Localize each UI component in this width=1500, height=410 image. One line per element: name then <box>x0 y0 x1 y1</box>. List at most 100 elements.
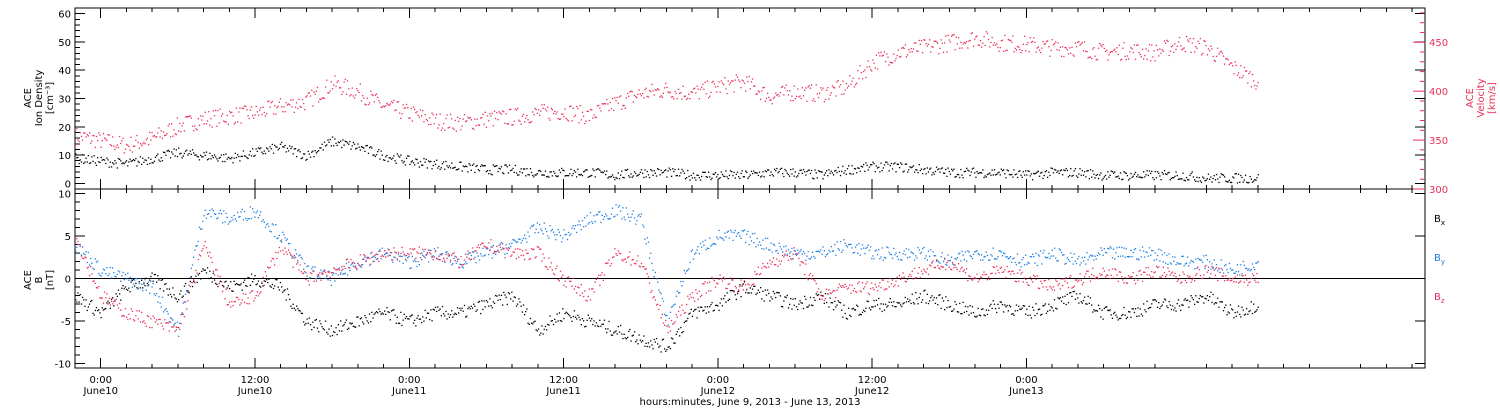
top-left-tick-label: 10 <box>58 151 71 162</box>
velocity-series-point <box>782 85 784 88</box>
bx-series-point <box>585 325 587 328</box>
velocity-series-point <box>267 100 269 103</box>
bx-series-point <box>157 275 159 277</box>
bz-series-point <box>253 300 255 302</box>
bz-series-point <box>259 292 261 295</box>
bx-series-point <box>1137 307 1139 309</box>
by-series-point <box>373 260 375 262</box>
velocity-series-point <box>1228 63 1230 66</box>
velocity-series-point <box>401 113 403 115</box>
by-series-point <box>999 250 1001 252</box>
by-series-point <box>610 213 613 215</box>
velocity-series-point <box>187 116 189 118</box>
velocity-series-point <box>556 111 558 113</box>
bx-series-point <box>887 305 889 307</box>
density-series-point <box>1145 174 1147 176</box>
velocity-series-point <box>652 90 654 92</box>
by-series-point <box>1045 257 1048 259</box>
bz-series-point <box>681 304 683 306</box>
density-series-point <box>248 154 250 156</box>
velocity-series-point <box>94 146 96 149</box>
bx-series-point <box>699 306 702 308</box>
velocity-series-point <box>635 96 637 98</box>
density-series-point <box>432 164 434 167</box>
density-series-point <box>1192 176 1195 178</box>
velocity-series-point <box>1205 44 1207 47</box>
bz-series-point <box>720 278 722 280</box>
by-series-point <box>526 241 528 243</box>
by-series <box>75 204 1259 337</box>
velocity-series-point <box>578 122 580 124</box>
density-series-point <box>524 168 526 170</box>
by-series-point <box>755 246 757 248</box>
velocity-series-point <box>738 79 740 81</box>
velocity-series-point <box>977 44 979 46</box>
density-series-point <box>1150 172 1152 175</box>
density-series-point <box>1084 171 1086 173</box>
density-series-point <box>816 177 818 179</box>
bx-series-point <box>143 283 145 285</box>
density-series-point <box>836 171 838 174</box>
density-series-point <box>168 150 170 153</box>
velocity-series-point <box>1034 41 1036 43</box>
density-series-point <box>1106 178 1108 180</box>
density-series-point <box>1045 170 1048 172</box>
velocity-series-point <box>1019 48 1021 51</box>
by-series-point <box>885 257 887 259</box>
bx-series-point <box>1199 294 1201 297</box>
bx-series-point <box>1211 301 1213 304</box>
bx-series-point <box>397 322 400 324</box>
bz-series-point <box>440 253 442 255</box>
density-series-point <box>967 169 969 171</box>
bx-series-point <box>1191 297 1193 299</box>
density-series-point <box>154 156 157 158</box>
bz-series-point <box>601 272 603 274</box>
by-series-point <box>102 268 105 270</box>
bx-series-point <box>1233 317 1235 319</box>
bx-series-point <box>399 322 401 325</box>
velocity-series-point <box>861 78 864 80</box>
density-series-point <box>1243 179 1245 181</box>
by-series-point <box>200 228 202 230</box>
bx-series-point <box>349 322 351 324</box>
bx-series-point <box>710 304 712 306</box>
density-series-point <box>588 175 591 178</box>
bx-series-point <box>182 295 184 297</box>
bz-series-point <box>164 319 166 321</box>
by-series-point <box>909 256 911 258</box>
velocity-series-point <box>349 95 351 97</box>
velocity-series-point <box>213 115 216 117</box>
density-series-point <box>650 169 652 171</box>
by-series-point <box>625 207 628 209</box>
by-series-point <box>970 255 972 258</box>
velocity-series-point <box>613 109 615 112</box>
bx-series-point <box>658 346 660 348</box>
by-series-point <box>741 230 743 232</box>
bx-series-point <box>552 323 555 326</box>
x-tick-time-label: 12:00 <box>241 375 270 386</box>
density-series-point <box>1181 178 1183 180</box>
by-series-point <box>1128 256 1130 258</box>
bz-series-point <box>313 280 315 282</box>
by-series-point <box>425 254 427 257</box>
by-series-point <box>387 248 389 250</box>
velocity-series-point <box>462 118 464 120</box>
bx-series-point <box>1117 319 1119 321</box>
bx-series-point <box>728 298 731 300</box>
velocity-series-point <box>415 112 417 114</box>
density-series-point <box>407 155 409 157</box>
velocity-series-point <box>789 90 791 92</box>
density-series-point <box>504 164 506 166</box>
by-series-point <box>1086 252 1088 254</box>
velocity-series-point <box>1086 51 1088 53</box>
by-series-point <box>551 228 553 231</box>
density-series-point <box>748 176 750 178</box>
density-series-point <box>481 164 483 166</box>
velocity-series-point <box>839 84 842 86</box>
velocity-series-point <box>651 83 653 86</box>
density-series-point <box>493 165 496 168</box>
bx-series-point <box>422 316 424 318</box>
velocity-series-point <box>356 88 358 90</box>
by-series-point <box>233 214 235 217</box>
by-series-point <box>394 256 396 259</box>
